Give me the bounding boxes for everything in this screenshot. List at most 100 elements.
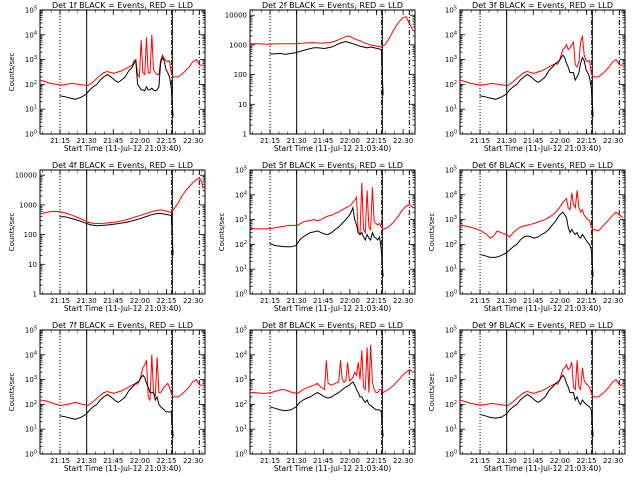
x-axis-label: Start Time (11-Jul-12 21:03:40) — [274, 144, 391, 153]
y-tick-label: 102 — [25, 80, 37, 89]
x-tick-label: 22:15 — [366, 297, 386, 305]
x-tick-label: 22:00 — [550, 137, 570, 145]
x-tick-label: 21:30 — [77, 297, 97, 305]
y-axis-label: Counts/sec — [8, 53, 16, 92]
y-tick-label: 103 — [445, 215, 457, 224]
y-tick-label: 100 — [25, 130, 37, 139]
x-tick-label: 22:30 — [183, 297, 203, 305]
x-tick-label: 22:30 — [603, 297, 623, 305]
y-tick-label: 100 — [445, 450, 457, 459]
panel-title: Det 8f BLACK = Events, RED = LLD — [262, 321, 403, 330]
series-lld — [250, 15, 414, 47]
y-tick-label: 101 — [25, 425, 37, 434]
x-tick-label: 21:45 — [523, 137, 543, 145]
panel-title: Det 5f BLACK = Events, RED = LLD — [262, 161, 403, 170]
y-tick-label: 101 — [235, 425, 247, 434]
y-tick-label: 100 — [235, 450, 247, 459]
series-events — [59, 374, 174, 437]
x-axis-label: Start Time (11-Jul-12 21:03:40) — [484, 464, 601, 473]
plot-frame — [459, 9, 626, 135]
y-axis-label: Counts/sec — [8, 213, 16, 252]
y-tick-label: 103 — [235, 215, 247, 224]
x-tick-label: 21:45 — [103, 297, 123, 305]
y-tick-label: 105 — [235, 326, 247, 335]
series-lld — [460, 360, 624, 407]
x-tick-label: 22:30 — [603, 137, 623, 145]
series-events — [479, 374, 594, 437]
series-events — [59, 212, 174, 256]
panel-1: Det 1f BLACK = Events, RED = LLD 100 101 10… — [8, 1, 206, 153]
y-tick-label: 100 — [445, 290, 457, 299]
plot-frame — [249, 169, 416, 295]
y-tick-label: 102 — [235, 240, 247, 249]
x-tick-label: 21:45 — [103, 457, 123, 465]
x-tick-label: 22:15 — [156, 457, 176, 465]
y-tick-label: 101 — [235, 265, 247, 274]
panel-9: Det 9f BLACK = Events, RED = LLD 100 101 10… — [428, 321, 626, 473]
panel-7: Det 7f BLACK = Events, RED = LLD 100 101 10… — [8, 321, 206, 473]
x-axis-label: Start Time (11-Jul-12 21:03:40) — [64, 144, 181, 153]
y-tick-label: 103 — [25, 375, 37, 384]
plot-frame — [459, 169, 626, 295]
x-tick-label: 22:00 — [130, 297, 150, 305]
x-tick-label: 22:15 — [156, 297, 176, 305]
series-events — [479, 54, 594, 117]
plot-frame — [39, 329, 206, 455]
x-tick-label: 22:15 — [576, 137, 596, 145]
x-tick-label: 21:15 — [470, 137, 490, 145]
x-axis-label: Start Time (11-Jul-12 21:03:40) — [64, 304, 181, 313]
x-tick-label: 21:45 — [313, 457, 333, 465]
y-tick-label: 1000 — [229, 41, 247, 49]
y-tick-label: 104 — [25, 30, 37, 39]
y-tick-label: 10000 — [15, 172, 37, 180]
y-tick-label: 104 — [25, 350, 37, 359]
y-tick-label: 105 — [25, 6, 37, 15]
y-tick-label: 104 — [445, 350, 457, 359]
x-tick-label: 22:00 — [550, 457, 570, 465]
y-tick-label: 105 — [445, 166, 457, 175]
plot-frame — [39, 169, 206, 295]
panel-title: Det 1f BLACK = Events, RED = LLD — [52, 1, 193, 10]
y-tick-label: 103 — [445, 375, 457, 384]
x-axis-label: Start Time (11-Jul-12 21:03:40) — [64, 464, 181, 473]
x-tick-label: 22:15 — [366, 457, 386, 465]
series-lld — [460, 190, 624, 239]
y-tick-label: 105 — [445, 326, 457, 335]
y-tick-label: 1000 — [19, 201, 37, 209]
panel-5: Det 5f BLACK = Events, RED = LLD 100 101 10… — [218, 161, 416, 313]
x-tick-label: 22:00 — [130, 137, 150, 145]
panel-title: Det 2f BLACK = Events, RED = LLD — [262, 1, 403, 10]
series-lld — [40, 177, 204, 225]
x-tick-label: 21:30 — [77, 457, 97, 465]
plot-frame — [249, 329, 416, 455]
y-tick-label: 104 — [445, 190, 457, 199]
x-axis-label: Start Time (11-Jul-12 21:03:40) — [274, 464, 391, 473]
y-tick-label: 100 — [445, 130, 457, 139]
y-tick-label: 105 — [445, 6, 457, 15]
x-tick-label: 22:30 — [393, 297, 413, 305]
x-tick-label: 22:30 — [603, 457, 623, 465]
x-tick-label: 21:15 — [260, 297, 280, 305]
x-tick-label: 22:00 — [130, 457, 150, 465]
y-tick-label: 10000 — [225, 12, 247, 20]
x-tick-label: 21:15 — [50, 137, 70, 145]
x-tick-label: 22:30 — [183, 457, 203, 465]
y-tick-label: 103 — [25, 55, 37, 64]
panel-6: Det 6f BLACK = Events, RED = LLD 100 101 10… — [428, 161, 626, 313]
y-tick-label: 100 — [25, 450, 37, 459]
panel-4: Det 4f BLACK = Events, RED = LLD 1 10 100 10… — [8, 161, 206, 313]
y-tick-label: 10 — [238, 101, 247, 109]
plot-frame — [39, 9, 206, 135]
y-tick-label: 104 — [445, 30, 457, 39]
series-events — [269, 40, 384, 96]
y-tick-label: 101 — [445, 425, 457, 434]
y-tick-label: 103 — [445, 55, 457, 64]
panel-title: Det 7f BLACK = Events, RED = LLD — [52, 321, 193, 330]
x-tick-label: 22:15 — [156, 137, 176, 145]
x-tick-label: 21:30 — [287, 297, 307, 305]
x-tick-label: 22:00 — [550, 297, 570, 305]
y-tick-label: 100 — [234, 71, 247, 79]
y-tick-label: 1 — [243, 131, 247, 139]
plot-frame — [459, 329, 626, 455]
